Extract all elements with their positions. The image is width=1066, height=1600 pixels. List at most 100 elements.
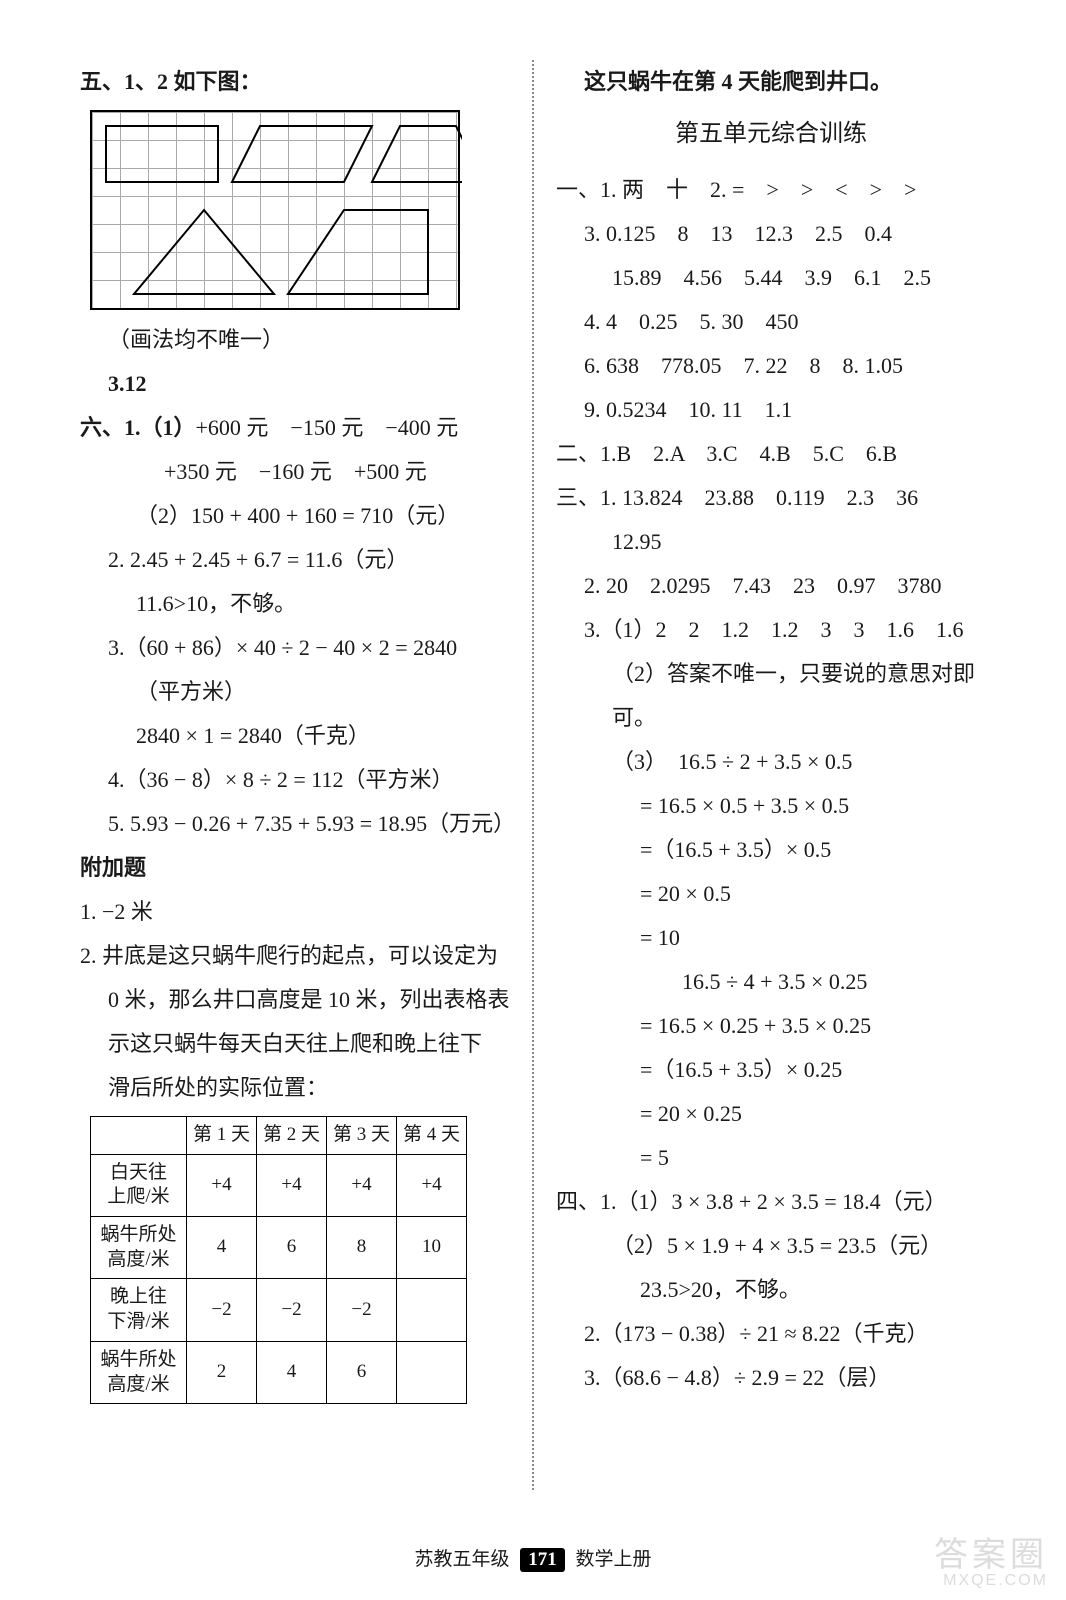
sect6-1-row2: +350 元 −160 元 +500 元	[80, 450, 510, 494]
cell: +4	[327, 1154, 397, 1216]
th-day2: 第 2 天	[257, 1117, 327, 1155]
cell: 8	[327, 1217, 397, 1279]
table-row: 蜗牛所处高度/米 4 6 8 10	[91, 1217, 467, 1279]
shapes-svg	[92, 112, 462, 312]
footer-left: 苏教五年级	[414, 1549, 509, 1570]
sect6-1-2: （2）150 + 400 + 160 = 710（元）	[80, 494, 510, 538]
th-blank	[91, 1117, 187, 1155]
row-label-text: 蜗牛所处高度/米	[100, 1224, 176, 1270]
row-label: 晚上往下滑/米	[91, 1279, 187, 1341]
bonus-2b: 0 米，那么井口高度是 10 米，列出表格表	[80, 978, 510, 1022]
s1-line1: 一、1. 两 十 2. = > > < > >	[556, 168, 986, 212]
cell: 4	[257, 1341, 327, 1403]
sect5-item3: 3.12	[80, 362, 510, 406]
table-row: 白天往上爬/米 +4 +4 +4 +4	[91, 1154, 467, 1216]
right-column: 这只蜗牛在第 4 天能爬到井口。 第五单元综合训练 一、1. 两 十 2. = …	[534, 60, 1001, 1490]
watermark-main: 答案圈	[934, 1536, 1048, 1574]
bonus-title: 附加题	[80, 846, 510, 890]
bonus-1: 1. −2 米	[80, 890, 510, 934]
s3-1b: 12.95	[556, 520, 986, 564]
row-label-text: 白天往上爬/米	[107, 1162, 169, 1208]
calc-b-1: =（16.5 + 3.5）× 0.25	[556, 1048, 986, 1092]
sect6-3b: （平方米）	[80, 670, 510, 714]
shape-parallelogram	[232, 126, 372, 182]
s1-line3b: 15.89 4.56 5.44 3.9 6.1 2.5	[556, 256, 986, 300]
shapes-grid	[90, 110, 460, 310]
page-footer: 苏教五年级 171 数学上册	[0, 1544, 1066, 1572]
s3-2: 2. 20 2.0295 7.43 23 0.97 3780	[556, 564, 986, 608]
shape-triangle	[134, 210, 274, 294]
snail-conclusion: 这只蜗牛在第 4 天能爬到井口。	[556, 60, 986, 104]
th-day4: 第 4 天	[397, 1117, 467, 1155]
s1-line910: 9. 0.5234 10. 11 1.1	[556, 388, 986, 432]
shape-trapezoid	[372, 126, 462, 182]
s3-1a: 三、1. 13.824 23.88 0.119 2.3 36	[556, 476, 986, 520]
row-label: 蜗牛所处高度/米	[91, 1217, 187, 1279]
cell	[397, 1279, 467, 1341]
cell: 4	[187, 1217, 257, 1279]
cell: 6	[327, 1341, 397, 1403]
row-label: 白天往上爬/米	[91, 1154, 187, 1216]
table-row: 蜗牛所处高度/米 2 4 6	[91, 1341, 467, 1403]
row-label-text: 蜗牛所处高度/米	[100, 1349, 176, 1395]
row-label: 蜗牛所处高度/米	[91, 1341, 187, 1403]
sect6-5: 5. 5.93 − 0.26 + 7.35 + 5.93 = 18.95（万元）	[80, 802, 510, 846]
row-label-text: 晚上往下滑/米	[107, 1286, 169, 1332]
sect6-3a: 3.（60 + 86）× 40 ÷ 2 − 40 × 2 = 2840	[80, 626, 510, 670]
s4-1c: 23.5>20，不够。	[556, 1268, 986, 1312]
sect6-2b: 11.6>10，不够。	[80, 582, 510, 626]
cell: −2	[257, 1279, 327, 1341]
unit-title: 第五单元综合训练	[556, 110, 986, 158]
cell: +4	[187, 1154, 257, 1216]
s1-line45: 4. 4 0.25 5. 30 450	[556, 300, 986, 344]
table-row: 晚上往下滑/米 −2 −2 −2	[91, 1279, 467, 1341]
sect6-label: 六、1.（1）	[80, 415, 196, 440]
sect6-1-row1: +600 元 −150 元 −400 元	[196, 415, 459, 440]
bonus-2d: 滑后所处的实际位置：	[80, 1066, 510, 1110]
calc-a-1: =（16.5 + 3.5）× 0.5	[556, 828, 986, 872]
watermark-sub: MXQE.COM	[934, 1573, 1048, 1590]
s4-1a: 四、1.（1）3 × 3.8 + 2 × 3.5 = 18.4（元）	[556, 1180, 986, 1224]
page-columns: 五、1、2 如下图： （画法均不唯一） 3.12 六、1.（1）+600 元 −…	[65, 60, 1001, 1490]
calc-b-0: = 16.5 × 0.25 + 3.5 × 0.25	[556, 1004, 986, 1048]
section-5-title: 五、1、2 如下图：	[80, 60, 510, 104]
bonus-2c: 示这只蜗牛每天白天往上爬和晚上往下	[80, 1022, 510, 1066]
sect6-3c: 2840 × 1 = 2840（千克）	[80, 714, 510, 758]
calc-b-3: = 5	[556, 1136, 986, 1180]
s4-2: 2.（173 − 0.38）÷ 21 ≈ 8.22（千克）	[556, 1312, 986, 1356]
cell: 2	[187, 1341, 257, 1403]
shape-rect	[106, 126, 218, 182]
sect6-1-1: 六、1.（1）+600 元 −150 元 −400 元	[80, 406, 510, 450]
left-column: 五、1、2 如下图： （画法均不唯一） 3.12 六、1.（1）+600 元 −…	[65, 60, 532, 1490]
calc-a-0: = 16.5 × 0.5 + 3.5 × 0.5	[556, 784, 986, 828]
page-number: 171	[520, 1548, 565, 1572]
s3-3-3-head: （3） 16.5 ÷ 2 + 3.5 × 0.5	[556, 740, 986, 784]
s4-1b: （2）5 × 1.9 + 4 × 3.5 = 23.5（元）	[556, 1224, 986, 1268]
sect6-4: 4.（36 − 8）× 8 ÷ 2 = 112（平方米）	[80, 758, 510, 802]
calc-a-3: = 10	[556, 916, 986, 960]
calc-b-head: 16.5 ÷ 4 + 3.5 × 0.25	[556, 960, 986, 1004]
cell: −2	[327, 1279, 397, 1341]
table-header-row: 第 1 天 第 2 天 第 3 天 第 4 天	[91, 1117, 467, 1155]
calc-b-2: = 20 × 0.25	[556, 1092, 986, 1136]
shape-right-trapezoid	[288, 210, 428, 294]
s3-3-2: （2）答案不唯一，只要说的意思对即可。	[556, 652, 986, 740]
footer-right: 数学上册	[576, 1549, 652, 1570]
s4-3: 3.（68.6 − 4.8）÷ 2.9 = 22（层）	[556, 1356, 986, 1400]
snail-table: 第 1 天 第 2 天 第 3 天 第 4 天 白天往上爬/米 +4 +4 +4…	[90, 1116, 467, 1404]
cell	[397, 1341, 467, 1403]
cell: 6	[257, 1217, 327, 1279]
sect6-2a: 2. 2.45 + 2.45 + 6.7 = 11.6（元）	[80, 538, 510, 582]
calc-a-2: = 20 × 0.5	[556, 872, 986, 916]
watermark: 答案圈 MXQE.COM	[934, 1538, 1048, 1590]
cell: 10	[397, 1217, 467, 1279]
cell: +4	[257, 1154, 327, 1216]
th-day3: 第 3 天	[327, 1117, 397, 1155]
th-day1: 第 1 天	[187, 1117, 257, 1155]
cell: −2	[187, 1279, 257, 1341]
s3-3-1: 3.（1）2 2 1.2 1.2 3 3 1.6 1.6	[556, 608, 986, 652]
s1-line68: 6. 638 778.05 7. 22 8 8. 1.05	[556, 344, 986, 388]
s1-line3a: 3. 0.125 8 13 12.3 2.5 0.4	[556, 212, 986, 256]
cell: +4	[397, 1154, 467, 1216]
note-not-unique: （画法均不唯一）	[80, 318, 510, 362]
